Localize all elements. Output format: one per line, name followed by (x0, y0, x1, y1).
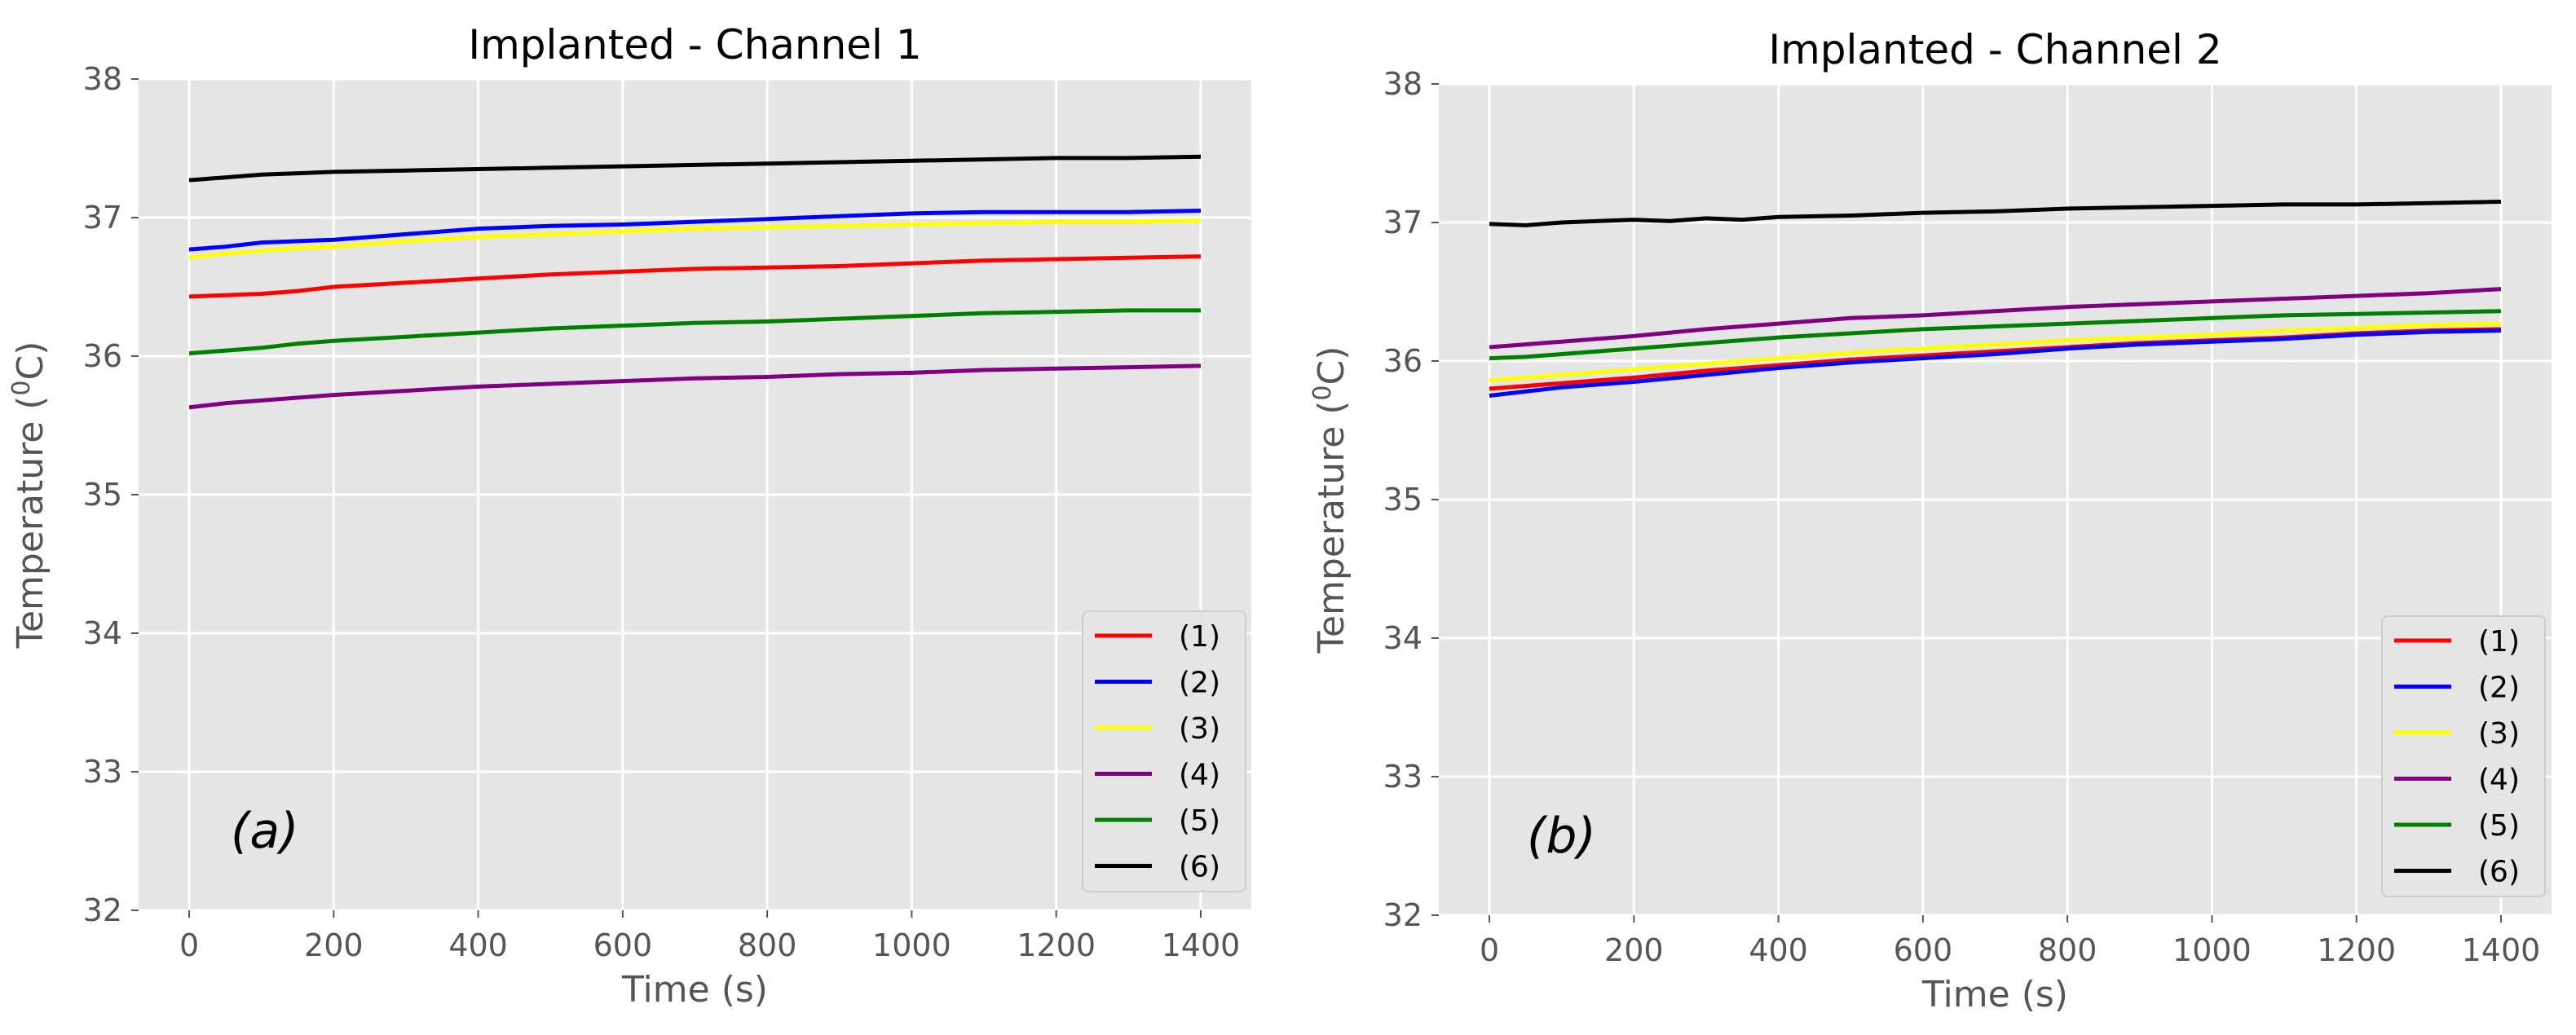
chart-1: 0 200 400 600 800 1000 1200 1400 32 33 34 35 36 37 38 I… (7, 21, 1251, 1011)
x-tick-label: 400 (1749, 932, 1808, 968)
y-tick-label: 34 (83, 615, 122, 651)
y-tick-label: 37 (83, 200, 122, 236)
y-tick-label: 32 (1383, 897, 1423, 933)
y-tick-label: 36 (83, 338, 122, 374)
chart-title: Implanted - Channel 1 (468, 21, 921, 68)
y-axis-label-superscript: 0 (1308, 385, 1337, 400)
y-axis-label-suffix: C) (10, 341, 51, 381)
chart-2: 0 200 400 600 800 1000 1200 1400 32 33 34 35 36 37 38 I… (1308, 26, 2552, 1015)
y-tick-label: 33 (83, 754, 122, 790)
x-tick-label: 600 (1894, 932, 1953, 968)
x-tick-label: 1200 (1017, 927, 1096, 963)
series-line-4 (1489, 287, 2502, 350)
series-line-3 (188, 218, 1202, 260)
legend-label-3: (3) (1179, 712, 1220, 746)
panel-label: (a) (231, 803, 299, 860)
legend: (1) (2) (3) (4) (5) (6) (1082, 610, 1246, 892)
series-line-2 (188, 209, 1202, 252)
legend-label-3: (3) (2478, 717, 2520, 751)
x-tick-label: 1000 (2172, 932, 2252, 968)
x-tick-label: 800 (2038, 932, 2097, 968)
y-tick-label: 35 (83, 477, 122, 513)
legend-label-1: (1) (2478, 625, 2520, 658)
x-tick-label: 1000 (872, 927, 951, 963)
legend-label-1: (1) (1179, 620, 1220, 654)
series-line-6 (1489, 200, 2502, 227)
y-tick-label: 37 (1383, 205, 1423, 240)
x-tick-label: 400 (448, 927, 508, 963)
y-axis-label-superscript: 0 (7, 380, 36, 395)
y-tick-label: 38 (83, 61, 122, 97)
series-line-5 (188, 308, 1201, 356)
chart-title: Implanted - Channel 2 (1768, 26, 2221, 73)
legend-box (2381, 615, 2546, 897)
legend-label-2: (2) (1179, 667, 1220, 700)
legend-label-2: (2) (2478, 672, 2520, 705)
series-line-6 (188, 154, 1202, 183)
x-tick-label: 1200 (2317, 932, 2396, 968)
legend-label-6: (6) (1179, 851, 1220, 884)
x-tick-label: 1400 (1162, 927, 1241, 963)
y-axis-label: Temperature (0C) (7, 341, 51, 650)
legend: (1) (2) (3) (4) (5) (6) (2381, 615, 2546, 897)
y-axis-label-suffix: C) (1311, 346, 1352, 385)
y-axis-label: Temperature (0C) (1308, 346, 1352, 654)
x-tick-label: 800 (738, 927, 797, 963)
y-tick-label: 36 (1383, 343, 1423, 379)
legend-box (1082, 610, 1246, 892)
legend-label-6: (6) (2478, 856, 2520, 889)
y-tick-label: 33 (1383, 759, 1423, 795)
legend-label-4: (4) (1179, 759, 1220, 792)
x-tick-label: 600 (593, 927, 653, 963)
panel-label: (b) (1527, 808, 1596, 865)
legend-label-4: (4) (2478, 764, 2520, 797)
y-tick-label: 34 (1383, 620, 1423, 656)
series-line-3 (1489, 321, 2502, 383)
x-tick-label: 200 (1604, 932, 1664, 968)
y-tick-label: 35 (1383, 482, 1423, 518)
x-tick-label: 1400 (2462, 932, 2541, 968)
series-line-2 (1489, 328, 2502, 398)
x-tick-label: 0 (1480, 932, 1499, 968)
y-axis-label-prefix: Temperature ( (1311, 401, 1352, 654)
y-tick-label: 38 (1383, 66, 1423, 102)
series-line-4 (188, 363, 1202, 410)
y-tick-label: 32 (83, 892, 122, 928)
x-tick-label: 200 (304, 927, 364, 963)
y-axis-label-prefix: Temperature ( (10, 396, 51, 650)
x-tick-label: 0 (179, 927, 199, 963)
x-axis-label: Time (s) (1921, 974, 2068, 1015)
series-line-5 (1489, 309, 2502, 361)
legend-label-5: (5) (2478, 809, 2520, 843)
series-line-1 (188, 254, 1202, 299)
legend-label-5: (5) (1179, 804, 1220, 838)
x-axis-label: Time (s) (621, 969, 768, 1011)
